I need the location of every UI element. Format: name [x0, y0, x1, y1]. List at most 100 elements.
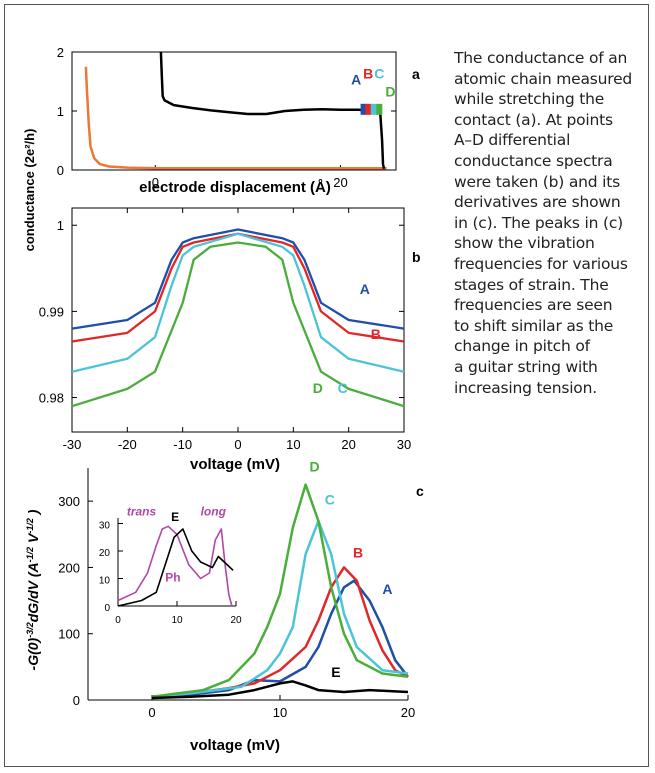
series-line-C — [151, 519, 409, 698]
inset-label-long: long — [201, 504, 227, 518]
caption-line: A–D differential — [454, 131, 571, 150]
series-label-D: D — [313, 380, 323, 396]
x-tick-label: 10 — [286, 437, 300, 452]
panel-c-letter: c — [416, 483, 424, 499]
x-tick-label: 20 — [401, 705, 415, 720]
series-line-D — [151, 483, 409, 698]
y-tick-label: 0.99 — [39, 304, 64, 319]
figure-frame — [4, 4, 649, 767]
y-tick-label: 100 — [58, 627, 80, 642]
x-tick-label: -20 — [118, 437, 137, 452]
caption-line: frequencies are seen — [454, 296, 613, 315]
series-label-C: C — [338, 380, 348, 396]
ylabel-part: -3/2 — [25, 622, 35, 638]
y-tick-label: 0.98 — [39, 391, 64, 406]
inset-label-Ph: Ph — [165, 570, 180, 584]
caption-line: show the vibration — [454, 234, 595, 253]
point-label-B: B — [363, 66, 373, 82]
inset-label-trans: trans — [127, 504, 157, 518]
y-tick-label: 0 — [73, 693, 80, 708]
series-line-C — [71, 232, 405, 373]
y-tick-label: 1 — [57, 218, 64, 233]
y-tick-label: 20 — [99, 548, 111, 559]
x-tick-label: 0 — [234, 437, 241, 452]
caption-line: contact (a). At points — [454, 110, 613, 129]
series-label-A: A — [360, 281, 370, 297]
y-tick-label: 200 — [58, 560, 80, 575]
x-tick-label: 30 — [397, 437, 411, 452]
series-line-D — [71, 241, 405, 408]
ylabel-part: V — [25, 532, 41, 547]
caption-line: frequencies for various — [454, 254, 628, 273]
series-label-A: A — [382, 581, 392, 597]
x-tick-label: 10 — [171, 615, 183, 626]
panel-a-letter: a — [412, 66, 420, 82]
point-marker-C — [370, 103, 377, 115]
y-tick-label: 2 — [57, 45, 64, 60]
point-marker-B — [365, 103, 372, 115]
caption-line: change in pitch of — [454, 337, 590, 356]
x-tick-label: -30 — [63, 437, 82, 452]
series-line-A — [71, 228, 405, 330]
x-tick-label: 0 — [148, 705, 155, 720]
ylabel-part: -1/2 — [25, 518, 35, 534]
shared-ylabel: conductance (2e²/h) — [22, 129, 37, 252]
caption-line: a guitar string with — [454, 357, 598, 376]
x-tick-label: 20 — [230, 615, 242, 626]
series-line-orange — [84, 66, 387, 170]
y-tick-label: 300 — [58, 494, 80, 509]
caption-line: conductance spectra — [454, 151, 613, 170]
y-tick-label: 30 — [99, 521, 111, 532]
y-tick-label: 10 — [99, 576, 111, 587]
caption-line: increasing tension. — [454, 378, 597, 397]
series-label-E: E — [331, 664, 340, 680]
series-label-B: B — [353, 544, 363, 560]
point-label-C: C — [374, 66, 384, 82]
caption-line: The conductance of an — [454, 49, 628, 67]
panel-b-letter: b — [412, 249, 421, 265]
figure-caption: The conductance of an atomic chain measur… — [454, 48, 644, 398]
ylabel-part: ) — [25, 509, 41, 518]
caption-line: in (c). The peaks in (c) — [454, 213, 624, 232]
series-label-B: B — [371, 326, 381, 342]
panel-b-xlabel: voltage (mV) — [190, 456, 280, 473]
inset-label-E: E — [171, 510, 179, 524]
caption-line: to shift similar as the — [454, 316, 614, 335]
caption-line: derivatives are shown — [454, 193, 621, 212]
point-marker-D — [376, 103, 383, 115]
caption-line: atomic chain measured — [454, 69, 633, 88]
ylabel-part: dG/dV (A — [25, 562, 41, 622]
x-tick-label: 10 — [273, 705, 287, 720]
series-line-B — [71, 232, 405, 343]
series-line-black — [159, 51, 386, 170]
point-label-A: A — [351, 71, 361, 87]
y-tick-label: 0 — [57, 163, 64, 178]
series-line-E — [151, 680, 409, 700]
panel-c-xlabel: voltage (mV) — [190, 737, 280, 754]
caption-line: while stretching the — [454, 90, 605, 109]
x-tick-label: 0 — [152, 175, 159, 190]
inset-line-E — [117, 528, 234, 607]
panel-a-xlabel: electrode displacement (Å) — [139, 179, 331, 196]
series-label-D: D — [309, 458, 319, 474]
caption-line: stages of strain. The — [454, 275, 609, 294]
x-tick-label: -10 — [173, 437, 192, 452]
x-tick-label: 0 — [115, 615, 121, 626]
ylabel-part: -1/2 — [25, 547, 35, 563]
point-label-D: D — [385, 83, 395, 99]
panel-a: a 0 20 0 1 2 A B CD electrode displacement (Å) — [57, 45, 420, 196]
inset-bg — [118, 518, 236, 606]
panel-c-ylabel: -G(0)-3/2dG/dV (A-1/2 V-1/2 ) — [25, 509, 41, 670]
y-tick-label: 1 — [57, 104, 64, 119]
ylabel-part: -G(0) — [25, 637, 41, 670]
x-tick-label: 20 — [333, 175, 347, 190]
point-marker-A — [360, 103, 367, 115]
y-tick-label: 0 — [104, 603, 110, 614]
x-tick-label: 20 — [341, 437, 355, 452]
series-label-C: C — [325, 491, 335, 507]
inset-line-trans — [117, 525, 233, 607]
caption-line: were taken (b) and its — [454, 172, 621, 191]
